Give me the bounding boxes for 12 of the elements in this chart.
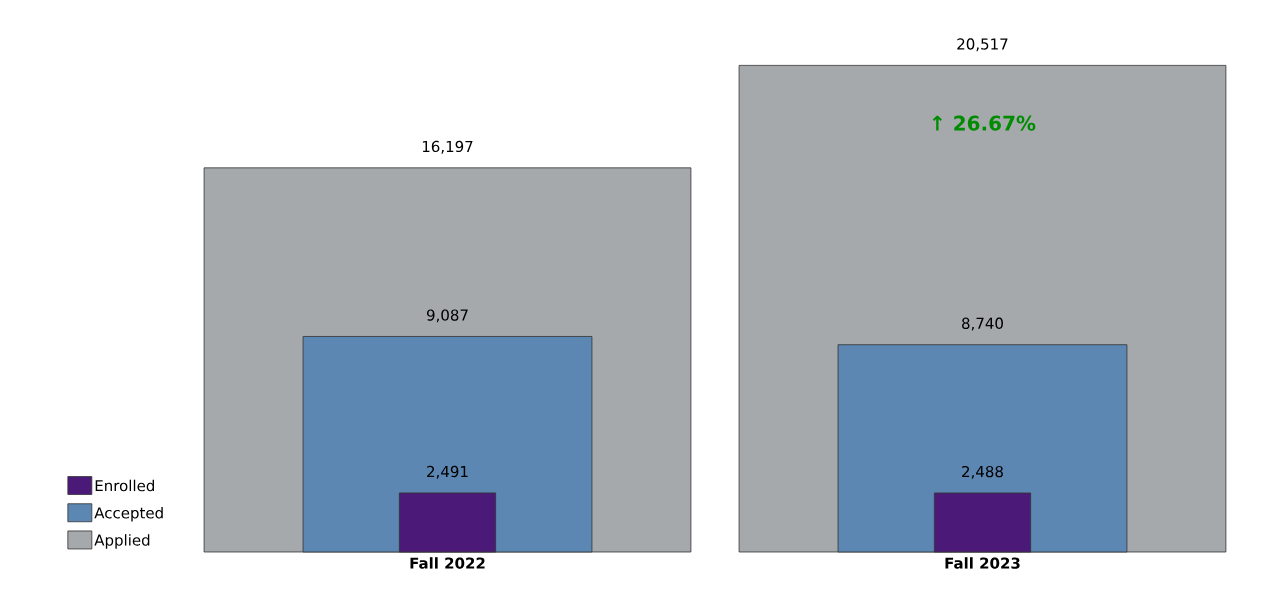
data-label: 2,488 [962,465,1003,479]
annotation: ↑ 26.67% [932,115,1036,131]
legend-label: Applied [94,534,150,549]
data-label: 9,087 [426,309,468,323]
x-tick-label: Fall 2023 [945,557,1020,569]
legend-label: Accepted [94,506,163,522]
data-label: 2,491 [427,465,468,479]
data-label: 16,197 [422,140,473,154]
data-label: 20,517 [957,38,1008,52]
legend-label: Enrolled [95,479,154,492]
data-label: 8,740 [962,317,1003,331]
x-tick-label: Fall 2022 [410,557,485,569]
